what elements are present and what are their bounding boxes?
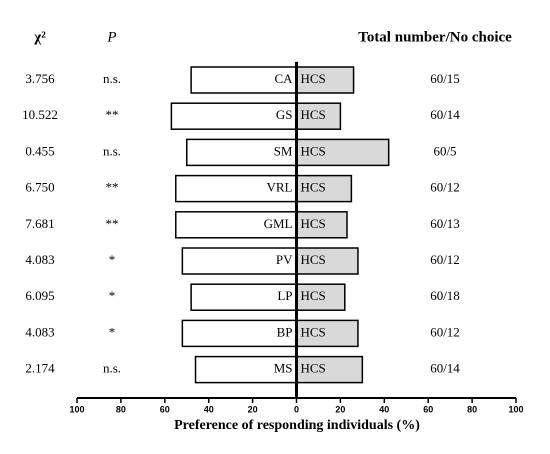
p-value: ** — [106, 180, 119, 195]
category-label: GS — [276, 107, 293, 122]
bar — [181, 319, 298, 348]
p-value: n.s. — [103, 71, 121, 86]
bar — [295, 174, 353, 203]
x-tick-label: 100 — [508, 404, 523, 414]
series-label: HCS — [301, 288, 326, 303]
p-value: ** — [106, 216, 119, 231]
series-label: HCS — [301, 252, 326, 267]
p-value: n.s. — [103, 143, 121, 158]
chi-square: 7.681 — [25, 216, 54, 231]
total-no-choice: 60/12 — [430, 180, 460, 195]
series-label: HCS — [301, 107, 326, 122]
p-value: * — [109, 288, 116, 303]
bar — [295, 138, 390, 167]
series-label: HCS — [301, 216, 326, 231]
total-header: Total number/No choice — [358, 29, 512, 45]
x-tick-label: 80 — [467, 404, 477, 414]
p-header: P — [106, 29, 116, 45]
x-tick-label: 40 — [379, 404, 389, 414]
series-label: HCS — [301, 324, 326, 339]
x-tick-label: 60 — [423, 404, 433, 414]
x-tick-label: 40 — [204, 404, 214, 414]
chi-square-header: χ² — [33, 29, 46, 45]
total-no-choice: 60/12 — [430, 252, 460, 267]
category-label: CA — [274, 71, 293, 86]
x-axis-label: Preference of responding individuals (%) — [174, 418, 420, 433]
category-label: BP — [277, 324, 293, 339]
x-tick-label: 100 — [69, 404, 84, 414]
total-no-choice: 60/14 — [430, 107, 460, 122]
x-tick-label: 60 — [160, 404, 170, 414]
bar — [194, 355, 298, 384]
series-label: HCS — [301, 71, 326, 86]
category-label: VRL — [267, 180, 293, 195]
x-tick-label: 20 — [248, 404, 258, 414]
chi-square: 6.095 — [25, 288, 54, 303]
series-label: HCS — [301, 143, 326, 158]
total-no-choice: 60/15 — [430, 71, 460, 86]
chi-square: 6.750 — [25, 180, 54, 195]
bar — [170, 102, 298, 130]
category-label: MS — [274, 361, 293, 376]
bar — [190, 283, 298, 311]
p-value: ** — [106, 107, 119, 122]
category-label: PV — [276, 252, 293, 267]
x-tick-label: 0 — [294, 404, 299, 414]
x-tick-label: 20 — [335, 404, 345, 414]
total-no-choice: 60/12 — [430, 324, 460, 339]
series-label: HCS — [301, 361, 326, 376]
bar — [175, 174, 298, 203]
bar — [295, 102, 342, 130]
p-value: * — [109, 324, 116, 339]
total-no-choice: 60/18 — [430, 288, 460, 303]
bar — [295, 319, 359, 348]
total-no-choice: 60/5 — [433, 143, 456, 158]
bar — [295, 247, 359, 275]
chi-square: 4.083 — [25, 324, 54, 339]
total-no-choice: 60/14 — [430, 361, 460, 376]
category-label: SM — [274, 143, 293, 158]
chi-square: 2.174 — [25, 361, 55, 376]
bar — [190, 66, 298, 94]
total-no-choice: 60/13 — [430, 216, 460, 231]
chi-square: 3.756 — [25, 71, 55, 86]
p-value: * — [109, 252, 116, 267]
series-label: HCS — [301, 180, 326, 195]
category-label: GML — [264, 216, 293, 231]
p-value: n.s. — [103, 361, 121, 376]
chi-square: 4.083 — [25, 252, 54, 267]
bar — [295, 66, 355, 94]
bar — [181, 247, 298, 275]
chi-square: 10.522 — [22, 107, 58, 122]
category-label: LP — [277, 288, 292, 303]
bar — [186, 138, 298, 167]
chi-square: 0.455 — [25, 143, 54, 158]
bar — [295, 211, 348, 239]
bar — [295, 283, 346, 311]
bar — [175, 211, 298, 239]
x-tick-label: 80 — [116, 404, 126, 414]
